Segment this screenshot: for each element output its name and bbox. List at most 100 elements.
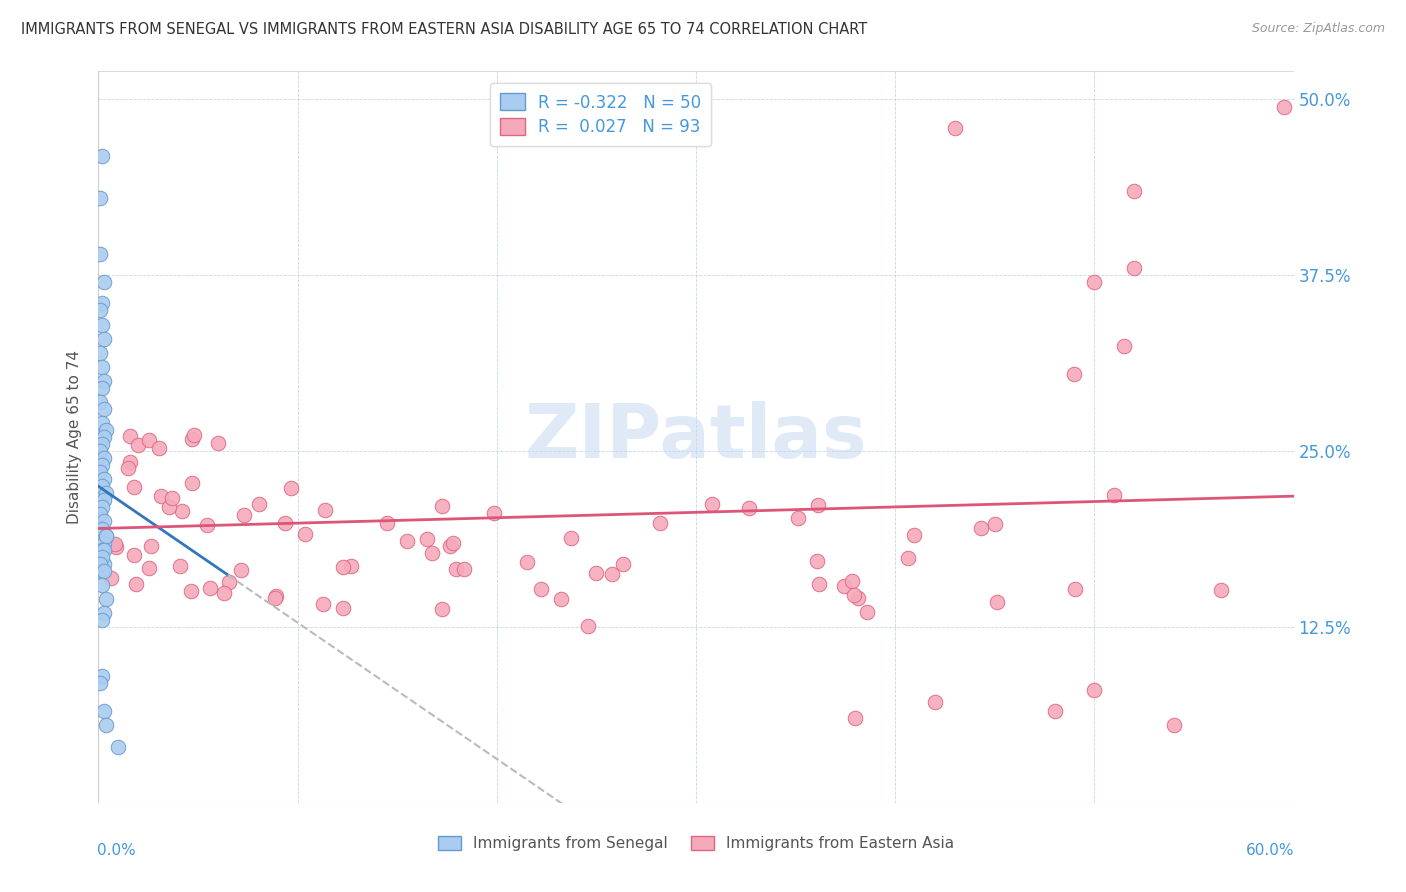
Point	[1163, 718, 1185, 732]
Point	[122, 548, 145, 562]
Point	[1043, 705, 1066, 719]
Point	[1114, 339, 1136, 353]
Point	[93, 332, 115, 346]
Point	[157, 500, 180, 514]
Point	[96, 486, 118, 500]
Point	[138, 434, 160, 448]
Point	[806, 554, 828, 568]
Point	[1064, 582, 1087, 597]
Point	[650, 516, 672, 531]
Point	[842, 588, 865, 602]
Point	[96, 591, 118, 606]
Point	[807, 498, 830, 512]
Point	[332, 560, 354, 574]
Text: 60.0%: 60.0%	[1246, 843, 1295, 858]
Point	[93, 542, 115, 557]
Point	[91, 521, 114, 535]
Point	[160, 491, 183, 505]
Point	[107, 739, 129, 754]
Point	[180, 584, 202, 599]
Point	[195, 517, 218, 532]
Point	[89, 345, 111, 359]
Point	[91, 359, 114, 374]
Point	[96, 423, 118, 437]
Point	[180, 432, 202, 446]
Point	[432, 499, 454, 513]
Point	[93, 535, 115, 549]
Point	[846, 591, 869, 606]
Point	[844, 711, 866, 725]
Point	[105, 541, 128, 555]
Point	[96, 528, 118, 542]
Point	[550, 591, 572, 606]
Point	[516, 555, 538, 569]
Point	[96, 528, 118, 542]
Point	[89, 444, 111, 458]
Point	[218, 575, 240, 590]
Point	[125, 577, 148, 591]
Point	[91, 458, 114, 473]
Point	[89, 465, 111, 479]
Point	[612, 557, 634, 571]
Point	[183, 428, 205, 442]
Point	[149, 489, 172, 503]
Point	[89, 557, 111, 571]
Point	[148, 441, 170, 455]
Point	[93, 451, 115, 466]
Point	[93, 564, 115, 578]
Text: IMMIGRANTS FROM SENEGAL VS IMMIGRANTS FROM EASTERN ASIA DISABILITY AGE 65 TO 74 : IMMIGRANTS FROM SENEGAL VS IMMIGRANTS FR…	[21, 22, 868, 37]
Point	[229, 563, 252, 577]
Point	[232, 508, 254, 523]
Point	[530, 582, 553, 596]
Text: ZIPatlas: ZIPatlas	[524, 401, 868, 474]
Point	[832, 579, 855, 593]
Point	[444, 562, 467, 576]
Point	[786, 511, 808, 525]
Point	[264, 591, 287, 605]
Point	[807, 577, 830, 591]
Point	[247, 498, 270, 512]
Point	[93, 705, 115, 719]
Point	[91, 549, 114, 564]
Point	[314, 503, 336, 517]
Point	[903, 528, 925, 542]
Point	[294, 527, 316, 541]
Point	[924, 694, 946, 708]
Point	[1102, 488, 1125, 502]
Point	[91, 381, 114, 395]
Point	[738, 500, 761, 515]
Point	[576, 619, 599, 633]
Point	[1209, 582, 1232, 597]
Point	[91, 149, 114, 163]
Point	[1123, 261, 1146, 276]
Point	[430, 602, 453, 616]
Point	[93, 606, 115, 620]
Point	[453, 562, 475, 576]
Point	[120, 429, 142, 443]
Point	[93, 374, 115, 388]
Point	[560, 531, 582, 545]
Point	[169, 558, 191, 573]
Point	[91, 437, 114, 451]
Point	[280, 481, 302, 495]
Point	[100, 571, 122, 585]
Point	[91, 669, 114, 683]
Point	[841, 574, 863, 588]
Point	[138, 560, 160, 574]
Point	[122, 480, 145, 494]
Point	[970, 521, 993, 535]
Point	[117, 461, 139, 475]
Point	[89, 303, 111, 318]
Point	[200, 581, 222, 595]
Text: 0.0%: 0.0%	[97, 843, 136, 858]
Point	[415, 533, 437, 547]
Point	[170, 504, 193, 518]
Point	[96, 718, 118, 732]
Point	[91, 578, 114, 592]
Point	[1272, 99, 1295, 113]
Point	[104, 537, 127, 551]
Point	[120, 455, 142, 469]
Point	[93, 472, 115, 486]
Point	[482, 506, 505, 520]
Point	[89, 395, 111, 409]
